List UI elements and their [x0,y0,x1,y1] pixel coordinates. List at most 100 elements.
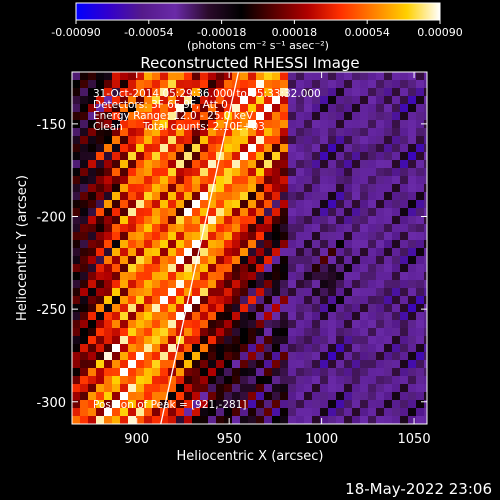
heatmap-cell [272,288,280,296]
heatmap-cell [360,192,368,200]
heatmap-cell [336,352,344,360]
heatmap-cell [416,200,424,208]
heatmap-cell [280,176,288,184]
heatmap-cell [104,304,112,312]
heatmap-cell [360,304,368,312]
heatmap-cell [392,304,400,312]
heatmap-cell [352,344,360,352]
heatmap-cell [304,80,312,88]
heatmap-cell [312,144,320,152]
heatmap-cell [192,72,200,80]
heatmap-cell [320,360,328,368]
heatmap-cell [368,240,376,248]
heatmap-cell [320,136,328,144]
heatmap-cell [400,112,408,120]
heatmap-cell [232,320,240,328]
heatmap-cell [376,328,384,336]
heatmap-cell [248,368,256,376]
heatmap-cell [80,136,88,144]
heatmap-cell [248,80,256,88]
heatmap-cell [152,392,160,400]
heatmap-cell [184,360,192,368]
heatmap-cell [424,88,427,96]
heatmap-cell [336,280,344,288]
heatmap-cell [96,352,104,360]
heatmap-cell [344,224,352,232]
heatmap-cell [120,120,128,128]
heatmap-cell [88,160,96,168]
heatmap-cell [280,144,288,152]
heatmap-cell [416,328,424,336]
heatmap-cell [424,160,427,168]
heatmap-cell [104,72,112,80]
heatmap-cell [392,400,400,408]
heatmap-cell [88,248,96,256]
heatmap-cell [104,320,112,328]
heatmap-cell [80,184,88,192]
heatmap-cell [216,160,224,168]
heatmap-cell [296,368,304,376]
heatmap-cell [328,232,336,240]
heatmap-cell [104,376,112,384]
heatmap-cell [80,264,88,272]
heatmap-cell [200,280,208,288]
heatmap-cell [160,368,168,376]
heatmap-cell [200,264,208,272]
heatmap-cell [112,272,120,280]
heatmap-cell [416,152,424,160]
heatmap-cell [416,360,424,368]
heatmap-cell [408,264,416,272]
heatmap-cell [336,384,344,392]
heatmap-cell [208,320,216,328]
heatmap-cell [424,320,427,328]
heatmap-cell [176,312,184,320]
heatmap-cell [360,352,368,360]
heatmap-cell [136,224,144,232]
heatmap-cell [104,184,112,192]
heatmap-cell [200,104,208,112]
heatmap-cell [120,360,128,368]
heatmap-cell [272,416,280,424]
heatmap-cell [128,192,136,200]
heatmap-cell [344,72,352,80]
heatmap-cell [168,80,176,88]
heatmap-cell [200,72,208,80]
heatmap-cell [352,200,360,208]
heatmap-cell [120,320,128,328]
heatmap-cell [288,240,296,248]
heatmap-cell [104,120,112,128]
heatmap-cell [424,192,427,200]
heatmap-cell [384,96,392,104]
heatmap-cell [368,392,376,400]
heatmap-cell [424,216,427,224]
heatmap-cell [416,160,424,168]
heatmap-cell [136,232,144,240]
heatmap-cell [336,216,344,224]
heatmap-cell [368,288,376,296]
heatmap-cell [288,280,296,288]
heatmap-cell [376,112,384,120]
heatmap-cell [240,224,248,232]
heatmap-cell [224,184,232,192]
heatmap-cell [424,224,427,232]
heatmap-cell [264,80,272,88]
heatmap-cell [424,344,427,352]
heatmap-cell [400,80,408,88]
heatmap-cell [336,144,344,152]
heatmap-cell [256,264,264,272]
heatmap-cell [336,240,344,248]
heatmap-cell [248,232,256,240]
heatmap-cell [216,80,224,88]
heatmap-cell [264,200,272,208]
heatmap-cell [168,392,176,400]
heatmap-cell [72,136,80,144]
heatmap-cell [408,256,416,264]
heatmap-cell [328,144,336,152]
heatmap-cell [224,352,232,360]
heatmap-cell [256,136,264,144]
heatmap-cell [360,264,368,272]
heatmap-cell [280,296,288,304]
heatmap-cell [232,192,240,200]
heatmap-cell [72,344,80,352]
heatmap-cell [160,136,168,144]
